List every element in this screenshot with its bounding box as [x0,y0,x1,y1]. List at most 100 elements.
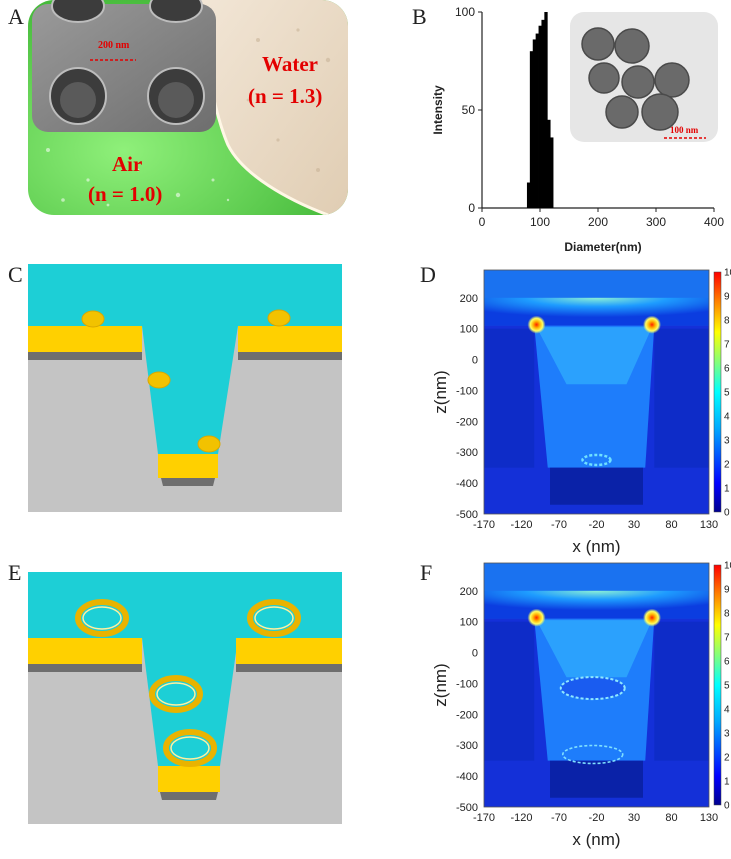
gold-film-right [236,638,342,664]
colorbar [713,271,722,513]
y-tick-label: -400 [456,478,478,490]
hotspot [527,608,546,627]
panel-e-schematic [28,572,342,824]
gold-film-right [238,326,342,352]
sem-inset [32,0,216,132]
y-axis-label: z(nm) [431,370,450,413]
hotspot [643,315,661,334]
x-tick-label: 30 [628,519,640,531]
air-index-label: (n = 1.0) [88,182,163,206]
colorbar-tick-label: 6 [724,657,730,668]
colorbar-tick-label: 10 [724,268,731,279]
sem-scale-label: 200 nm [98,40,130,51]
colorbar-tick-label: 2 [724,460,730,471]
x-tick-label: 130 [700,519,718,531]
nanoshell [247,599,301,637]
x-tick-label: -70 [551,812,567,824]
x-tick-label: 400 [704,215,724,229]
panel-d-field-map: -170 -120 -70 -20 30 80 1302001000-100-200-300… [431,268,731,557]
colorbar-tick-label: 3 [724,436,730,447]
nanoparticle [267,309,291,327]
nanoparticle [81,310,105,328]
panel-b-histogram: 0 100 200 300 400 0 50 100 Diameter(nm) Intensi… [431,5,724,254]
gold-film-bottom [158,454,218,478]
colorbar-tick-label: 4 [724,705,730,716]
panel-letter-e: E [8,560,22,585]
colorbar-tick-label: 9 [724,292,730,303]
colorbar-tick-label: 7 [724,633,730,644]
y-tick-label: -100 [456,385,478,397]
panel-f-field-map: -170 -120 -70 -20 30 80 1302001000-100-200-300… [431,561,731,850]
nanoparticle [197,435,221,453]
nanoshell [75,599,129,637]
colorbar [713,564,722,806]
x-tick-label: 30 [628,812,640,824]
histogram-bar [532,39,537,208]
colorbar-tick-label: 5 [724,388,730,399]
colorbar-tick-label: 1 [724,484,730,495]
y-tick-label: -500 [456,802,478,814]
y-tick-label: 100 [455,5,475,19]
x-tick-label: -20 [589,812,605,824]
histogram-bar [544,12,548,208]
histogram-bar [526,182,531,208]
panel-letter-c: C [8,262,23,287]
x-tick-label: -120 [510,812,532,824]
y-tick-label: 200 [460,586,478,598]
gold-film-left [28,638,142,664]
gold-film-left [28,326,142,352]
nanoparticle [147,371,171,389]
y-tick-label: -300 [456,447,478,459]
y-tick-label: -200 [456,416,478,428]
x-tick-label: 0 [479,215,486,229]
particle-field [581,453,612,467]
y-tick-label: 0 [472,355,478,367]
colorbar-tick-label: 3 [724,729,730,740]
colorbar-tick-label: 6 [724,364,730,375]
y-tick-label: 100 [460,617,478,629]
x-tick-label: -70 [551,519,567,531]
nanoshell [163,729,217,767]
nanoshell [149,675,203,713]
fluid-channel [28,264,342,454]
x-axis-label: x (nm) [572,830,620,849]
histogram-bar [547,119,551,208]
shell-field [561,744,624,765]
field-map-plot [484,270,709,514]
x-tick-label: 200 [588,215,608,229]
y-tick-label: 0 [468,201,475,215]
y-tick-label: 200 [460,293,478,305]
panel-letter-d: D [420,262,436,287]
histogram-bar [535,33,539,209]
histogram-bar [541,19,545,209]
fluid-channel [28,572,342,766]
colorbar-tick-label: 0 [724,508,730,519]
x-tick-label: -170 [473,519,495,531]
colorbar-tick-label: 0 [724,801,730,812]
y-axis-label: Intensity [431,85,445,135]
panel-a-photo [28,0,348,215]
field-map-plot [484,563,709,807]
air-label: Air [112,152,143,176]
x-axis-label: x (nm) [572,537,620,556]
panel-letter-a: A [8,4,24,29]
water-index-label: (n = 1.3) [248,84,323,108]
x-tick-label: 80 [665,812,677,824]
y-tick-label: -200 [456,709,478,721]
x-axis-label: Diameter(nm) [564,240,641,254]
histogram-bar [529,51,534,209]
y-tick-label: 0 [472,648,478,660]
colorbar-tick-label: 2 [724,753,730,764]
x-tick-label: 300 [646,215,666,229]
x-tick-label: 80 [665,519,677,531]
y-tick-label: 50 [462,103,476,117]
colorbar-tick-label: 1 [724,777,730,788]
y-tick-label: -300 [456,740,478,752]
panel-letter-f: F [420,560,433,585]
colorbar-tick-label: 4 [724,412,730,423]
x-tick-label: 100 [530,215,550,229]
colorbar-tick-label: 8 [724,609,730,620]
x-tick-label: 130 [700,812,718,824]
colorbar-tick-label: 9 [724,585,730,596]
panel-c-schematic [28,264,342,512]
